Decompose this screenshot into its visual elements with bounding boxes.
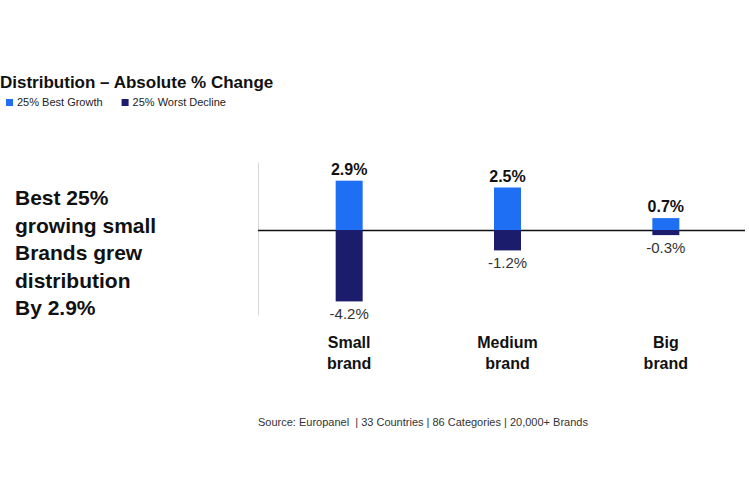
x-tick-label-line: Medium — [477, 334, 537, 351]
bar — [336, 181, 363, 230]
legend-label: 25% Best Growth — [17, 96, 103, 108]
x-tick: Big brand — [644, 330, 688, 372]
y-axis-line — [258, 163, 259, 316]
bar — [494, 230, 521, 250]
data-label: -4.2% — [330, 305, 369, 322]
legend-item: 25% Best Growth — [6, 96, 103, 108]
bars — [336, 181, 680, 302]
annotation: Brands grew — [15, 241, 143, 264]
legend-swatch — [6, 99, 13, 106]
bar — [652, 230, 679, 235]
title: Distribution – Absolute % Change — [0, 73, 273, 92]
data-label: -0.3% — [646, 239, 685, 256]
x-tick-label: Small brand — [327, 334, 371, 372]
data-label: -1.2% — [488, 254, 527, 271]
chart: Distribution – Absolute % Change 25% Best… — [0, 0, 749, 500]
annotation: growing small — [15, 214, 156, 237]
x-tick-label: Big brand — [644, 334, 688, 372]
bar — [652, 218, 679, 230]
legend-label: 25% Worst Decline — [133, 96, 226, 108]
x-axis: Small brand Medium brand Big brand — [271, 330, 746, 372]
x-tick: Medium brand — [477, 330, 537, 372]
legend-item: 25% Worst Decline — [122, 96, 226, 108]
x-axis-line — [271, 330, 746, 331]
x-tick-label: Medium brand — [477, 334, 537, 372]
x-tick-label-line: brand — [327, 355, 371, 372]
legend-swatch — [122, 99, 129, 106]
x-tick-label-line: Big — [653, 334, 679, 351]
bar — [494, 188, 521, 231]
source: Source: Europanel | 33 Countries | 86 Ca… — [258, 416, 588, 428]
data-labels: 2.9% 2.5% 0.7% -4.2% -1.2% -0.3% — [330, 161, 686, 323]
data-label: 2.9% — [331, 161, 367, 178]
data-label: 0.7% — [648, 198, 684, 215]
annotation: By 2.9% — [15, 296, 96, 319]
annotation: distribution — [15, 269, 130, 292]
x-tick-label-line: Small — [328, 334, 371, 351]
x-tick-label-line: brand — [644, 355, 688, 372]
data-label: 2.5% — [489, 168, 525, 185]
annotation: Best 25% — [15, 186, 109, 209]
bar — [336, 230, 363, 301]
x-tick-label-line: brand — [485, 355, 529, 372]
y-axis — [258, 163, 745, 316]
x-tick: Small brand — [327, 330, 371, 372]
